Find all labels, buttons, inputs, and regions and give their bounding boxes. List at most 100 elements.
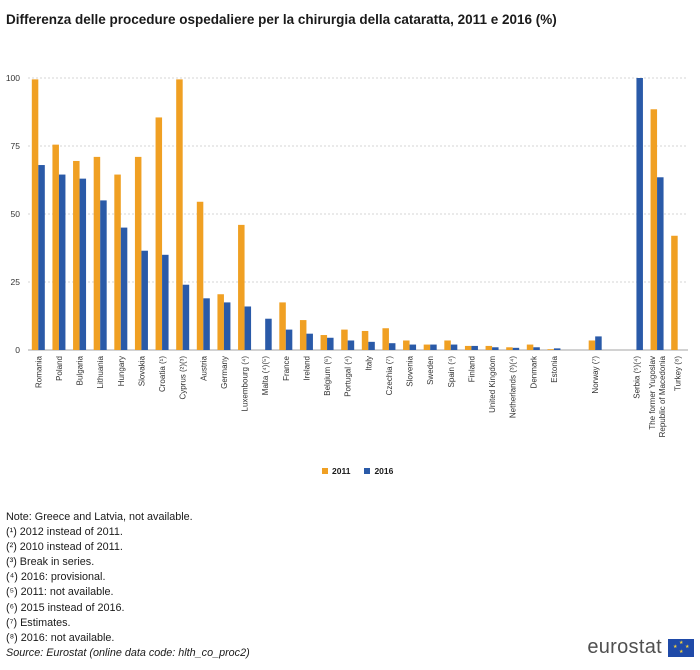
bar-2011 — [423, 344, 431, 350]
bar-2011 — [588, 340, 596, 350]
bar-2011 — [547, 349, 554, 350]
legend-swatch-2016 — [364, 468, 371, 474]
y-tick-label: 25 — [11, 277, 21, 287]
bar-2016 — [368, 341, 375, 350]
bar-2011 — [238, 224, 245, 350]
x-tick-label: Slovenia — [406, 355, 415, 386]
footnote: (⁷) Estimates. — [6, 616, 71, 629]
footnote: (⁶) 2015 instead of 2016. — [6, 601, 125, 614]
x-tick-label: Portugal (⁴) — [344, 356, 353, 397]
bar-2011 — [382, 328, 389, 350]
bar-2016 — [533, 347, 540, 350]
y-tick-label: 100 — [6, 73, 20, 83]
bar-2011 — [134, 156, 142, 350]
bar-2011 — [93, 156, 101, 350]
bar-2016 — [38, 165, 45, 350]
bar-chart: 0 25 50 75 100 Romania Poland Bulgaria Lithuania… — [6, 73, 688, 437]
logo-text: eurostat — [587, 636, 662, 658]
chart-title: Differenza delle procedure ospedaliere p… — [6, 12, 557, 27]
bar-2011 — [196, 201, 204, 350]
bar-2016 — [306, 333, 313, 350]
eurostat-logo: eurostat ★ ★ ★ ★ — [587, 636, 694, 659]
legend-item-2011: 2011 — [322, 466, 350, 476]
bar-2016 — [58, 174, 66, 350]
bar-2011 — [361, 330, 369, 350]
bar-2016 — [285, 329, 293, 350]
bar-2016 — [450, 344, 458, 350]
bar-2011 — [341, 329, 348, 350]
y-tick-label: 50 — [11, 209, 21, 219]
bar-2016 — [347, 340, 355, 350]
footnote: (²) 2010 instead of 2011. — [6, 541, 123, 554]
x-tick-label: Romania — [34, 355, 43, 388]
y-tick-label: 75 — [11, 141, 21, 151]
y-tick-label: 0 — [15, 345, 20, 355]
bar-2011 — [279, 302, 286, 350]
x-tick-label: Czechia (⁷) — [385, 356, 394, 396]
bar-2016 — [327, 337, 334, 350]
bar-2016 — [100, 200, 107, 350]
bar-2016 — [492, 347, 499, 350]
bar-2016 — [553, 348, 561, 350]
bar-2016 — [265, 318, 272, 350]
x-tick-label: Serbia (⁵)(⁴) — [632, 356, 641, 399]
x-tick-label: Belgium (⁶) — [323, 356, 332, 396]
bar-2016 — [430, 344, 437, 350]
bar-2011 — [155, 117, 163, 350]
bar-2011 — [650, 109, 658, 350]
bar-2016 — [182, 284, 190, 350]
bar-2016 — [141, 250, 148, 350]
bar-2016 — [388, 343, 396, 350]
x-tick-label: Turkey (⁸) — [674, 356, 683, 391]
legend-item-2016: 2016 — [364, 466, 393, 476]
x-tick-label: Denmark — [529, 355, 538, 388]
x-tick-label: Republic of Macedonia — [658, 355, 667, 437]
bar-2011 — [464, 345, 472, 350]
bar-2011 — [403, 340, 410, 350]
x-tick-label: United Kingdom — [488, 356, 497, 413]
chart-legend: 2011 2016 — [322, 466, 393, 476]
bar-2011 — [320, 335, 328, 350]
x-tick-label: Luxembourg (⁴) — [241, 356, 250, 412]
eu-flag-icon: ★ ★ ★ ★ — [668, 638, 694, 657]
bar-2011 — [671, 235, 678, 350]
source-note: Source: Eurostat (online data code: hlth… — [6, 646, 250, 659]
footnote: (¹) 2012 instead of 2011. — [6, 526, 123, 539]
footnote: (⁴) 2016: provisional. — [6, 571, 106, 584]
x-tick-label: Germany — [220, 356, 229, 389]
x-tick-label: Italy — [364, 356, 373, 371]
footnotes: Note: Greece and Latvia, not available. … — [6, 510, 250, 661]
x-tick-label: Hungary — [117, 356, 126, 386]
x-tick-label: Norway (⁷) — [591, 356, 600, 394]
bar-2011 — [299, 320, 307, 350]
x-tick-label: Sweden — [426, 356, 435, 385]
bar-2016 — [409, 344, 417, 350]
bar-2011 — [73, 160, 80, 350]
bar-2016 — [120, 227, 128, 350]
x-tick-label: Ireland — [302, 356, 311, 380]
x-tick-label: Croatia (¹) — [158, 356, 167, 392]
legend-swatch-2011 — [322, 468, 328, 474]
x-tick-label: Poland — [55, 356, 64, 381]
footnote: Note: Greece and Latvia, not available. — [6, 511, 193, 523]
footnote: (⁸) 2016: not available. — [6, 631, 115, 644]
bar-2011 — [217, 294, 224, 350]
x-tick-label: The former Yugoslav — [648, 356, 657, 430]
bar-2016 — [595, 336, 602, 350]
x-tick-label: Lithuania — [96, 355, 105, 388]
bar-2016 — [162, 254, 169, 350]
legend-label-2011: 2011 — [332, 466, 351, 476]
bar-2011 — [444, 340, 451, 350]
x-tick-label: France — [282, 355, 291, 380]
x-tick-label: Spain (⁴) — [447, 356, 456, 388]
footnote: (³) Break in series. — [6, 556, 95, 569]
bar-2016 — [471, 345, 478, 350]
x-tick-label: Austria — [199, 355, 208, 380]
bar-2011 — [485, 345, 493, 350]
bar-2016 — [512, 347, 520, 350]
bar-2011 — [114, 174, 121, 350]
x-tick-label: Netherlands (³)(⁴) — [509, 356, 518, 418]
bar-2011 — [52, 144, 59, 350]
legend-label-2016: 2016 — [374, 466, 394, 476]
bar-2016 — [203, 298, 210, 350]
